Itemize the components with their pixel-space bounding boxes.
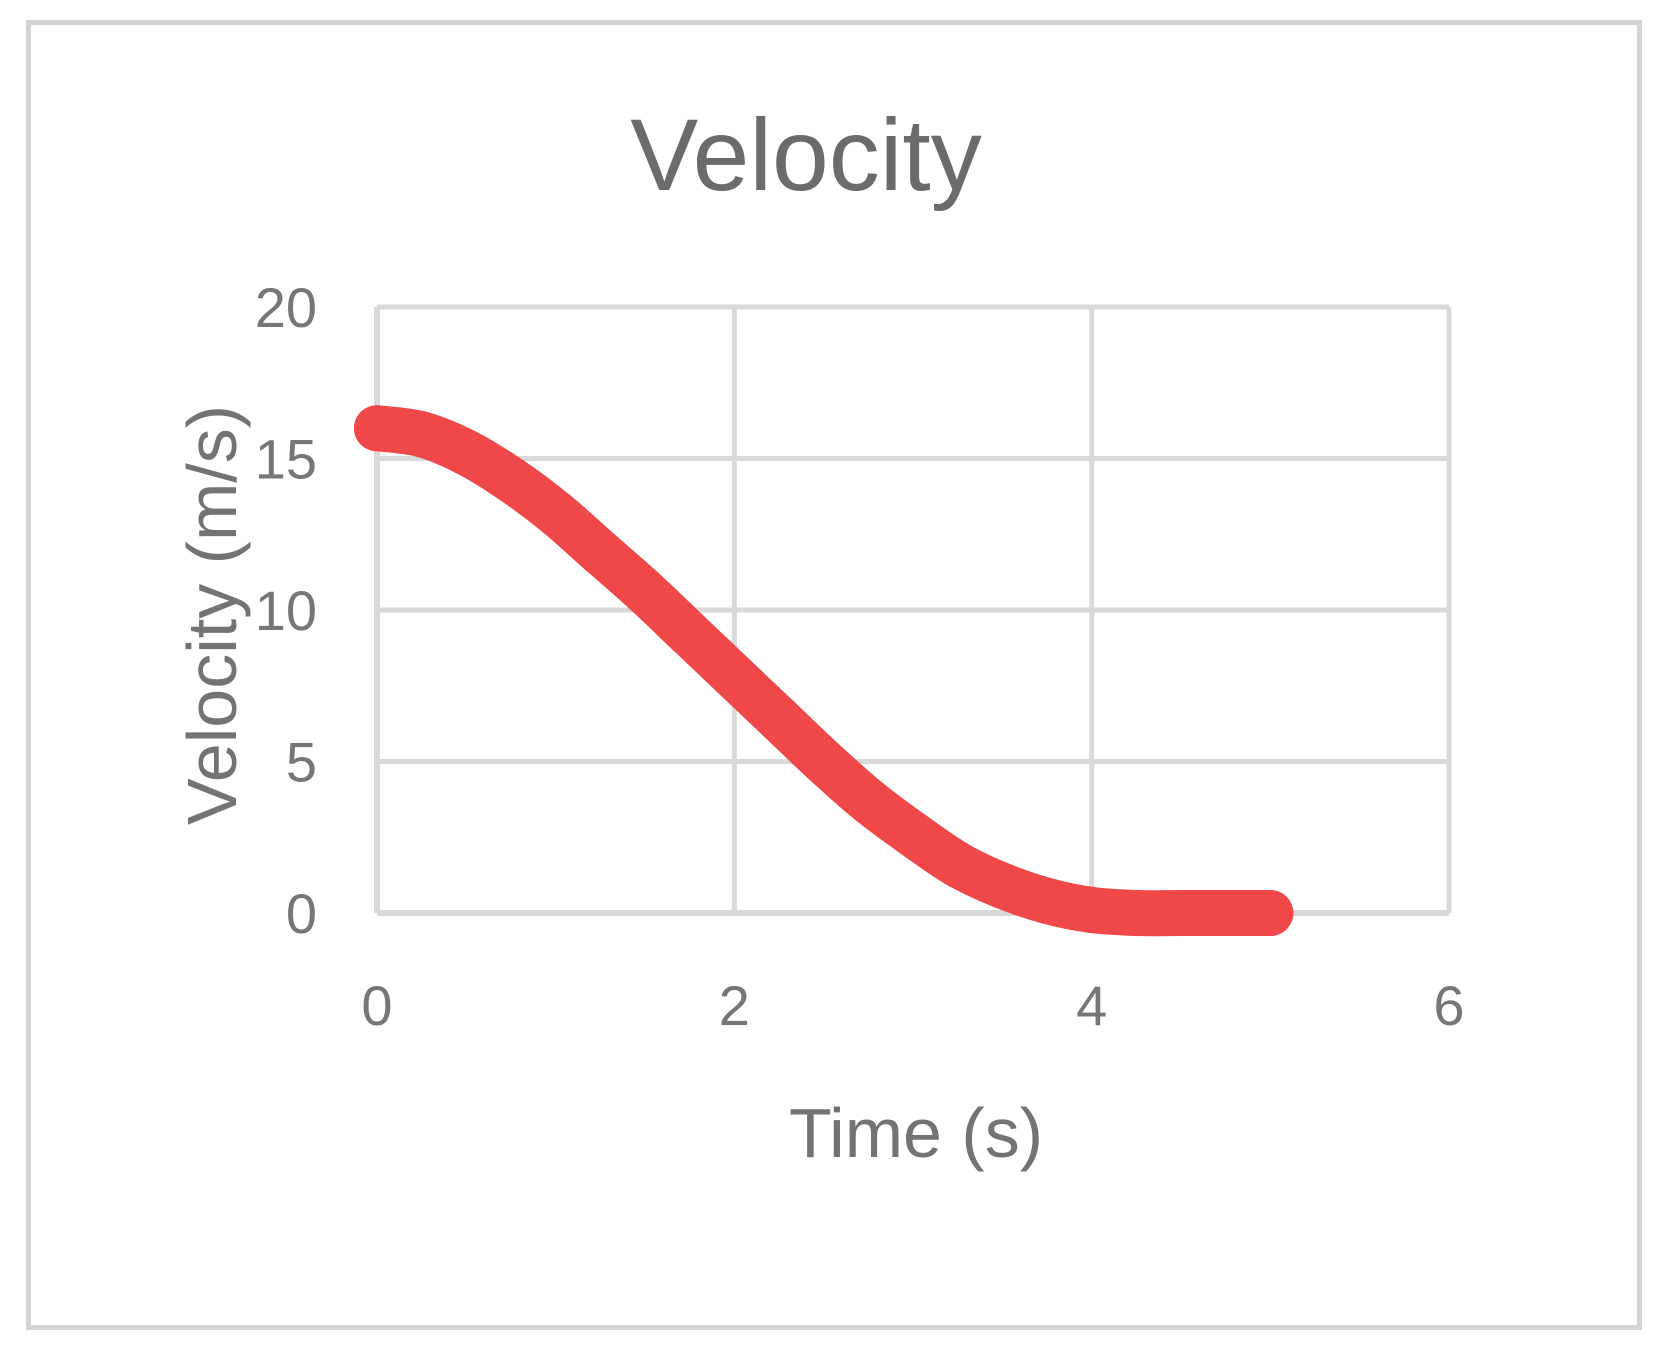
x-axis-title: Time (s) [789, 1094, 1043, 1172]
chart-frame: 0 5 10 15 20 0 2 4 6 Velocity Time (s) Velocity… [26, 20, 1642, 1330]
data-point [532, 490, 579, 537]
gridlines [377, 304, 1452, 913]
data-point [979, 862, 1026, 909]
x-tick-label: 0 [361, 974, 392, 1037]
y-tick-label: 10 [255, 579, 317, 642]
data-point [1113, 890, 1160, 936]
y-tick-label: 5 [286, 731, 317, 794]
data-point [845, 777, 892, 824]
data-point [443, 429, 490, 476]
data-point [934, 841, 981, 888]
data-point [890, 811, 936, 858]
y-tick-labels: 0 5 10 15 20 [255, 276, 317, 945]
data-point [711, 653, 758, 700]
data-point [756, 696, 802, 743]
data-point [1247, 890, 1294, 936]
x-tick-label: 6 [1433, 974, 1464, 1037]
data-point [1068, 886, 1115, 933]
data-point [622, 568, 668, 615]
x-tick-labels: 0 2 4 6 [361, 974, 1464, 1037]
data-point [577, 529, 624, 576]
y-axis-title: Velocity (m/s) [173, 405, 251, 825]
data-point [1158, 890, 1204, 936]
x-tick-label: 4 [1076, 974, 1107, 1037]
data-point [1202, 890, 1249, 936]
data-point [354, 405, 400, 452]
y-tick-label: 0 [286, 882, 317, 945]
data-point [800, 738, 847, 785]
data-point [1024, 877, 1070, 924]
y-tick-label: 15 [255, 428, 317, 491]
x-tick-label: 2 [719, 974, 750, 1037]
data-point [666, 611, 713, 658]
y-tick-label: 20 [255, 276, 317, 339]
chart: 0 5 10 15 20 0 2 4 6 Velocity Time (s) Velocity… [173, 98, 1465, 1172]
data-point [398, 411, 445, 458]
chart-title: Velocity [630, 98, 982, 212]
data-point [488, 456, 534, 503]
series-layer [354, 405, 1294, 937]
